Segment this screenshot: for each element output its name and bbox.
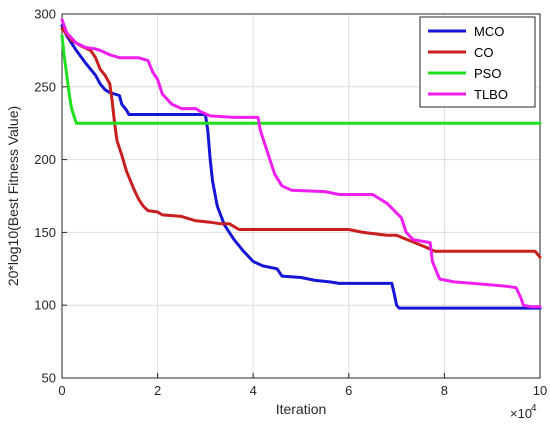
- y-tick-label-5: 300: [34, 7, 56, 22]
- x-tick-label-3: 6: [345, 383, 352, 398]
- x-multiplier-base: ×10: [510, 406, 532, 421]
- x-tick-label-1: 2: [154, 383, 161, 398]
- y-tick-label-3: 200: [34, 152, 56, 167]
- x-axis-label: Iteration: [276, 401, 327, 417]
- series-line-co: [60, 27, 542, 259]
- axis-ticks: 0 2 4 6 8 10 50 100 150 200 250 300: [34, 7, 547, 399]
- x-tick-label-5: 10: [533, 383, 547, 398]
- legend-label-co: CO: [474, 45, 494, 60]
- legend: MCO CO PSO TLBO: [419, 16, 536, 108]
- legend-label-tlbo: TLBO: [474, 87, 508, 102]
- plot-area-frame: [61, 13, 541, 379]
- series-line-pso: [60, 34, 542, 125]
- x-multiplier-exponent: 4: [531, 403, 537, 414]
- x-tick-label-4: 8: [441, 383, 448, 398]
- legend-label-mco: MCO: [474, 24, 504, 39]
- y-tick-label-4: 250: [34, 79, 56, 94]
- y-tick-label-0: 50: [42, 371, 56, 386]
- series-line-tlbo: [60, 18, 542, 309]
- y-tick-label-1: 100: [34, 298, 56, 313]
- x-tick-label-2: 4: [250, 383, 257, 398]
- x-tick-label-0: 0: [58, 383, 65, 398]
- legend-label-pso: PSO: [474, 66, 501, 81]
- series-layer: [60, 18, 542, 310]
- y-tick-label-2: 150: [34, 225, 56, 240]
- y-axis-label: 20*log10(Best Fitness Value): [5, 106, 21, 286]
- series-line-mco: [60, 24, 542, 310]
- x-axis-multiplier: ×10 4: [510, 403, 537, 421]
